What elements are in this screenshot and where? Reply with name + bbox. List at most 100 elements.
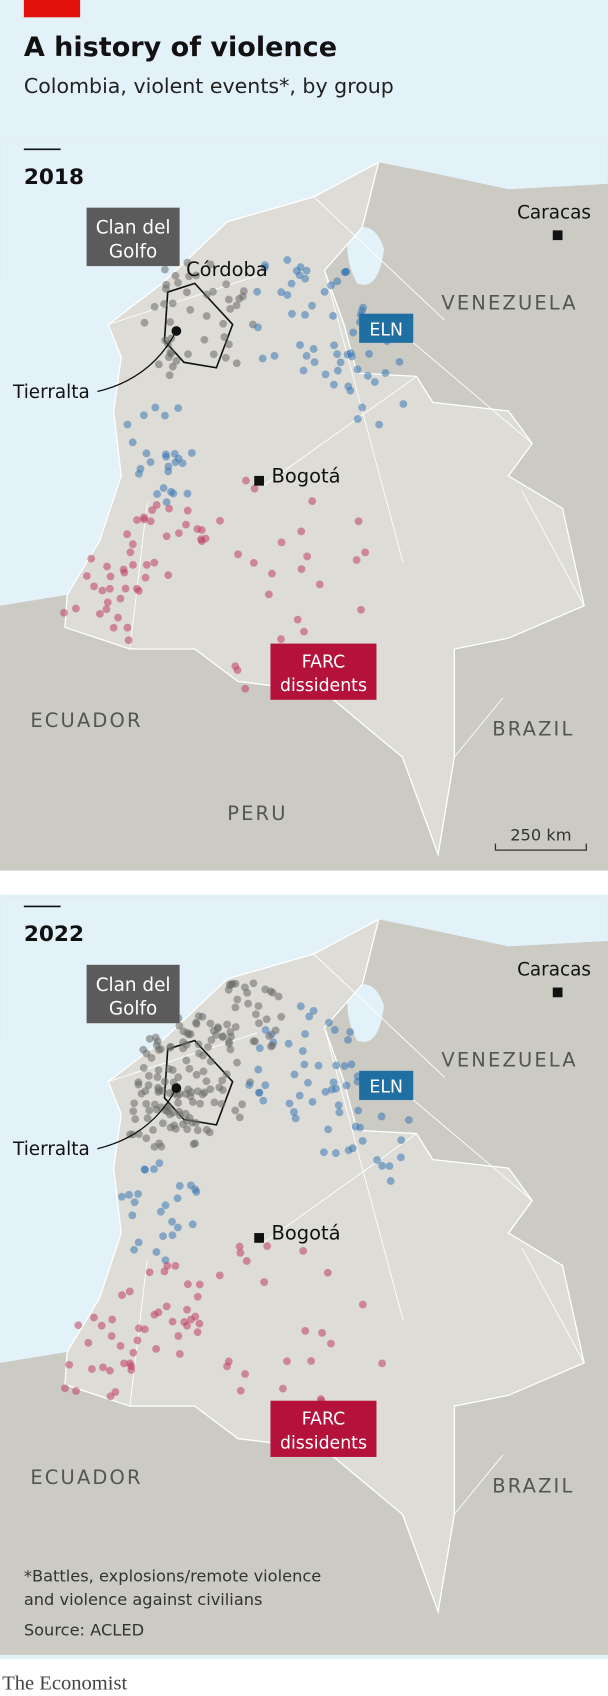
- event-dot: [117, 1192, 126, 1201]
- event-dot: [333, 350, 342, 359]
- event-dot: [266, 987, 275, 996]
- event-dot: [259, 1096, 268, 1105]
- event-dot: [128, 1211, 137, 1220]
- scale-bar: [494, 843, 587, 851]
- event-dot: [142, 1134, 151, 1143]
- event-dot: [255, 1088, 264, 1097]
- event-dot: [141, 1325, 149, 1334]
- event-dot: [168, 299, 177, 308]
- event-dot: [346, 1028, 354, 1036]
- department-border: [521, 490, 585, 606]
- event-dot: [254, 1002, 263, 1010]
- event-dot: [124, 636, 133, 645]
- event-dot: [178, 459, 187, 468]
- event-dot: [99, 1363, 107, 1372]
- year: 2022: [24, 922, 84, 947]
- event-dot: [202, 290, 211, 299]
- event-dot: [245, 1081, 254, 1089]
- event-dot: [352, 556, 361, 564]
- event-dot: [290, 1108, 298, 1116]
- event-dot: [299, 366, 308, 375]
- event-dot: [277, 635, 285, 644]
- event-dot: [378, 1161, 387, 1170]
- event-dot: [183, 489, 192, 498]
- event-dot: [162, 498, 171, 506]
- event-dot: [126, 548, 135, 557]
- event-dot: [192, 1018, 200, 1027]
- event-dot: [72, 604, 80, 613]
- event-dot: [301, 1326, 310, 1335]
- event-dot: [132, 584, 141, 593]
- department-border: [129, 502, 148, 650]
- event-dot: [173, 1194, 182, 1203]
- event-dot: [224, 340, 233, 349]
- event-dot: [241, 983, 249, 992]
- event-dot: [212, 1030, 221, 1039]
- city-marker: [254, 1233, 264, 1243]
- event-dot: [142, 1099, 151, 1108]
- event-dot: [153, 1073, 162, 1081]
- event-dot: [175, 1021, 184, 1030]
- event-dot: [327, 281, 336, 290]
- department-border: [324, 270, 404, 563]
- event-dot: [370, 378, 379, 386]
- event-dot: [233, 1058, 241, 1067]
- event-dot: [118, 1291, 126, 1299]
- event-dot: [260, 1278, 269, 1286]
- event-dot: [108, 1315, 117, 1324]
- event-dot: [144, 1071, 153, 1080]
- event-dot: [209, 350, 218, 359]
- eln-label: ELN: [369, 1077, 403, 1097]
- event-dot: [182, 520, 190, 529]
- event-dot: [340, 1062, 349, 1070]
- event-dot: [395, 357, 404, 366]
- department-border: [263, 1133, 417, 1244]
- event-dot: [270, 351, 279, 360]
- event-dot: [301, 310, 309, 319]
- footer-band: [0, 1659, 608, 1696]
- event-dot: [224, 295, 233, 304]
- event-dot: [102, 605, 111, 614]
- event-dot: [72, 1387, 80, 1395]
- event-dot: [195, 1280, 204, 1289]
- event-dot: [192, 1188, 201, 1196]
- event-dot: [168, 1231, 177, 1240]
- event-dot: [381, 369, 390, 377]
- event-dot: [166, 1043, 174, 1052]
- event-dot: [183, 258, 192, 267]
- event-dot: [206, 1019, 215, 1028]
- event-dot: [239, 287, 248, 296]
- event-dot: [349, 328, 358, 337]
- event-dot: [249, 558, 258, 567]
- event-dot: [268, 569, 276, 578]
- event-dot: [221, 353, 230, 362]
- event-dot: [145, 1106, 154, 1115]
- department-border: [454, 697, 504, 758]
- event-dot: [142, 560, 151, 569]
- scale-label: 250 km: [510, 825, 571, 844]
- event-dot: [319, 1148, 328, 1157]
- event-dot: [347, 1060, 356, 1069]
- event-dot: [295, 1091, 304, 1100]
- event-dot: [140, 513, 148, 522]
- farc-box: [270, 643, 377, 700]
- event-dot: [159, 1119, 167, 1128]
- event-dot: [195, 1319, 204, 1328]
- event-dot: [340, 268, 349, 277]
- event-dot: [238, 1100, 246, 1109]
- event-dot: [200, 335, 209, 344]
- event-dot: [377, 1112, 386, 1121]
- event-dot: [164, 571, 173, 580]
- event-dot: [396, 1153, 405, 1162]
- clan-label: Golfo: [109, 999, 157, 1020]
- event-dot: [301, 1030, 309, 1038]
- event-dot: [285, 1099, 294, 1108]
- event-dot: [358, 1136, 367, 1145]
- event-dot: [373, 1156, 381, 1164]
- event-dot: [219, 1032, 227, 1041]
- event-dot: [161, 265, 169, 274]
- event-dot: [185, 1064, 194, 1073]
- event-dot: [155, 1159, 164, 1168]
- event-dot: [98, 586, 107, 595]
